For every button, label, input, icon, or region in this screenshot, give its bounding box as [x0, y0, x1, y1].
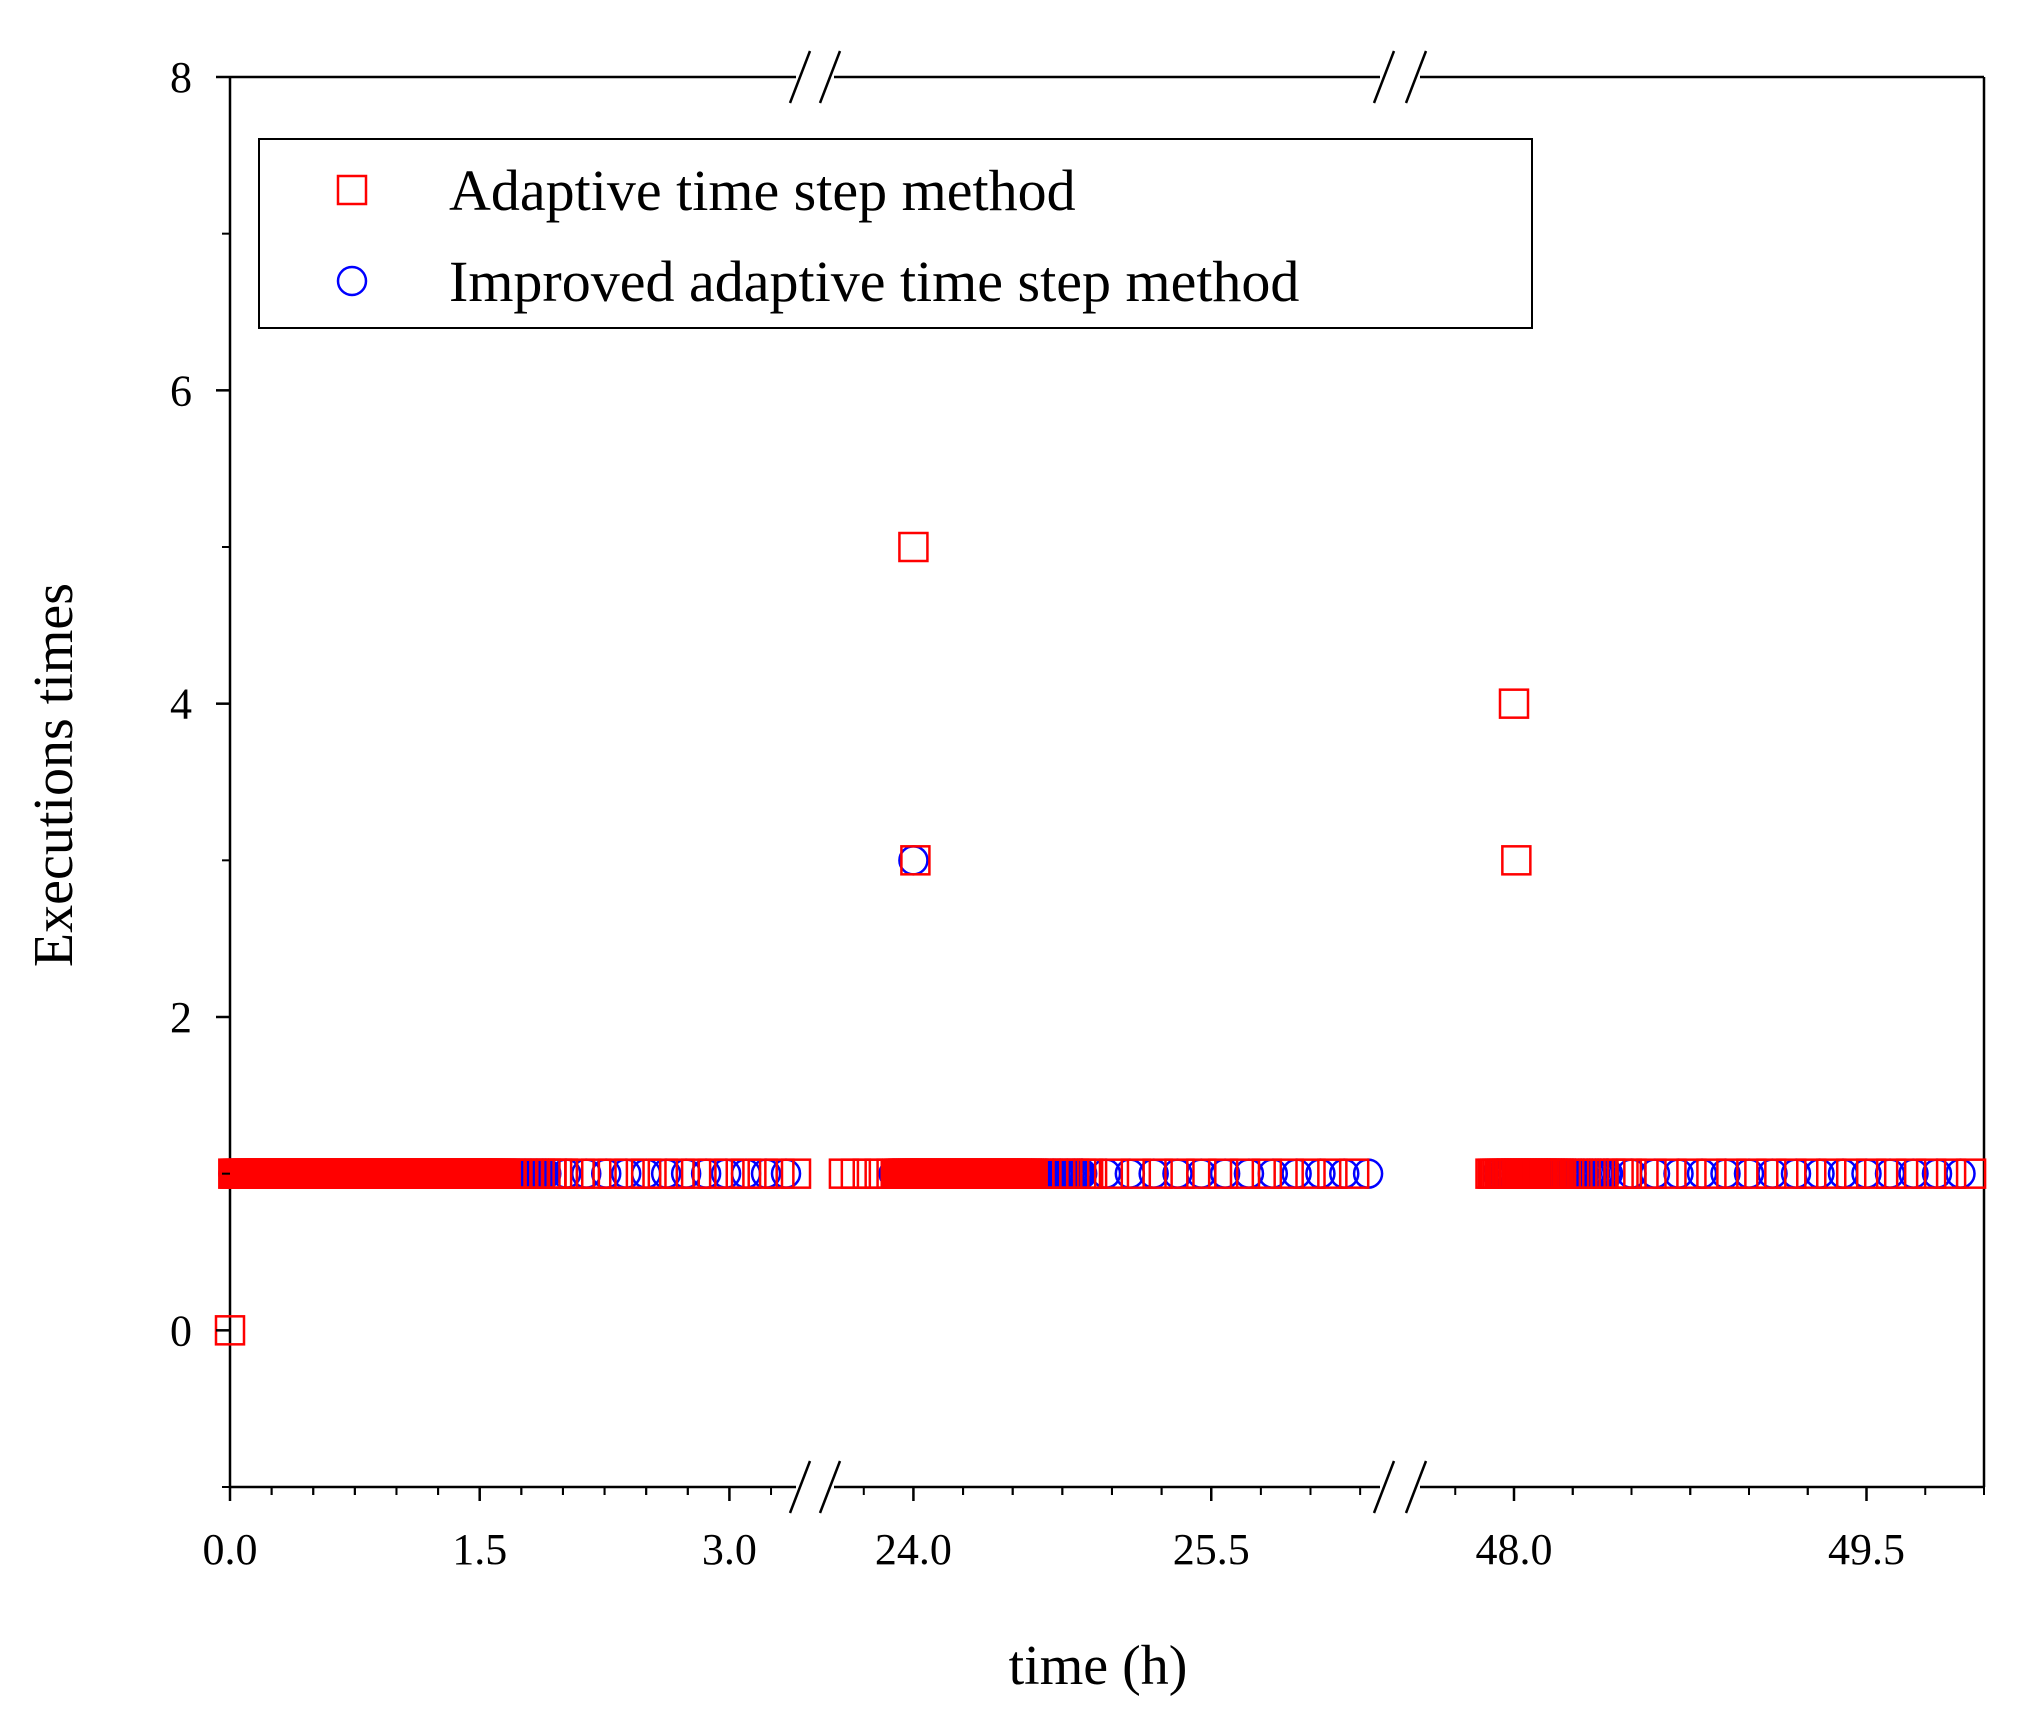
data-point-square: [1935, 1158, 1967, 1189]
data-point-square: [664, 1158, 695, 1189]
data-point-square: [1796, 1158, 1827, 1189]
axis-break-mark: [1372, 50, 1396, 104]
x-tick-label: 24.0: [875, 1525, 952, 1574]
data-point-square: [1295, 1158, 1326, 1189]
data-point-square: [1736, 1158, 1767, 1189]
data-point-square: [1338, 1158, 1370, 1189]
data-point-square: [1636, 1158, 1667, 1189]
data-point-square: [630, 1158, 662, 1189]
data-point-square: [597, 1158, 629, 1189]
data-point-square: [780, 1158, 812, 1189]
data-point-square: [1955, 1158, 1987, 1189]
y-tick-label: 2: [170, 993, 192, 1042]
data-point-square: [1251, 1158, 1283, 1189]
x-tick-label: 25.5: [1173, 1525, 1250, 1574]
data-point-square: [1164, 1158, 1195, 1189]
y-tick-label: 0: [170, 1306, 192, 1355]
data-point-square: [900, 845, 931, 876]
x-axis-title: time (h): [1009, 1635, 1188, 1697]
data-point-square: [1120, 1158, 1152, 1189]
y-tick-label: 8: [170, 53, 192, 102]
x-tick-label: 0.0: [203, 1525, 258, 1574]
legend-label-adaptive: Adaptive time step method: [449, 158, 1076, 223]
data-point-square: [1676, 1158, 1707, 1189]
data-point-square: [1816, 1158, 1847, 1189]
axis-break-mark: [1404, 50, 1428, 104]
data-point-square: [747, 1158, 778, 1189]
data-point-square: [1875, 1158, 1907, 1189]
y-tick-label: 6: [170, 366, 192, 415]
legend-label-improved: Improved adaptive time step method: [449, 249, 1299, 314]
series-layer: [214, 218, 1987, 1346]
y-axis-title: Executions times: [23, 583, 85, 967]
plot-frame: [228, 50, 1986, 1514]
legend-box: [258, 138, 1533, 329]
legend: Adaptive time step method Improved adapt…: [258, 138, 1533, 329]
data-point-square: [898, 531, 929, 563]
series-squares: [214, 218, 1987, 1346]
data-point-square: [714, 1158, 745, 1189]
x-tick-label: 48.0: [1476, 1525, 1553, 1574]
data-point-square: [1915, 1158, 1947, 1189]
data-point-square: [680, 1158, 712, 1189]
data-point-square: [1098, 1158, 1130, 1189]
data-point-square: [1142, 1158, 1173, 1189]
data-point-square: [564, 1158, 595, 1189]
data-point-square: [730, 1158, 762, 1189]
data-point-square: [764, 1158, 795, 1189]
legend-marker-square: [336, 174, 368, 206]
data-point-square: [697, 1158, 729, 1189]
data-point-square: [614, 1158, 645, 1189]
axis-break-mark: [1372, 1460, 1396, 1514]
x-tick-label: 1.5: [452, 1525, 507, 1574]
data-point-square: [547, 1158, 579, 1189]
data-point-square: [1273, 1158, 1304, 1189]
data-point-square: [580, 1158, 612, 1189]
y-tick-label: 4: [170, 680, 192, 729]
x-tick-label: 49.5: [1828, 1525, 1905, 1574]
data-point-square: [1229, 1158, 1261, 1189]
data-point-square: [1835, 1158, 1867, 1189]
data-point-square: [1498, 688, 1530, 719]
legend-marker-circle: [336, 265, 368, 297]
axis-break-mark: [788, 1460, 812, 1514]
series-circles: [218, 845, 1976, 1189]
axes-layer: 0 2 4 6 8 0.0 1.5 3.0 24.0 25.5 48.0 49.5: [170, 53, 1985, 1574]
data-point-square: [1616, 1158, 1647, 1189]
data-point-square: [1776, 1158, 1807, 1189]
data-point-square: [1716, 1158, 1747, 1189]
x-tick-label: 3.0: [702, 1525, 757, 1574]
data-point-square: [647, 1158, 679, 1189]
data-point-square: [1317, 1158, 1348, 1189]
data-point-square: [1207, 1158, 1239, 1189]
axis-break-mark: [1404, 1460, 1428, 1514]
data-point-square: [1501, 845, 1532, 876]
axis-break-mark: [818, 1460, 842, 1514]
data-point-square: [1656, 1158, 1687, 1189]
axis-break-mark: [788, 50, 812, 104]
data-point-square: [1186, 1158, 1217, 1189]
data-point-square: [1855, 1158, 1887, 1189]
data-point-square: [1696, 1158, 1727, 1189]
data-point-square: [1895, 1158, 1927, 1189]
axis-break-mark: [818, 50, 842, 104]
data-point-square: [1076, 1158, 1108, 1189]
data-point-circle: [898, 845, 929, 876]
data-point-square: [1756, 1158, 1787, 1189]
